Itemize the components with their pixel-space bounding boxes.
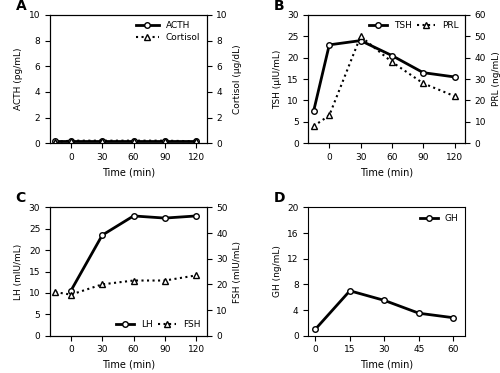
Y-axis label: Cortisol (μg/dL): Cortisol (μg/dL)	[234, 44, 242, 114]
Text: D: D	[274, 191, 285, 205]
Y-axis label: TSH (μIU/mL): TSH (μIU/mL)	[272, 49, 281, 109]
Text: A: A	[16, 0, 26, 13]
Legend: ACTH, Cortisol: ACTH, Cortisol	[134, 19, 202, 44]
Legend: TSH, PRL: TSH, PRL	[368, 19, 460, 32]
Legend: GH: GH	[418, 212, 461, 225]
Legend: LH, FSH: LH, FSH	[114, 319, 202, 331]
Y-axis label: GH (ng/mL): GH (ng/mL)	[272, 245, 281, 298]
X-axis label: Time (min): Time (min)	[102, 360, 155, 370]
Y-axis label: FSH (mIU/mL): FSH (mIU/mL)	[234, 241, 242, 303]
Text: C: C	[16, 191, 26, 205]
Y-axis label: PRL (ng/mL): PRL (ng/mL)	[492, 52, 500, 106]
Y-axis label: LH (mIU/mL): LH (mIU/mL)	[14, 244, 23, 300]
Y-axis label: ACTH (pg/mL): ACTH (pg/mL)	[14, 48, 23, 110]
X-axis label: Time (min): Time (min)	[102, 167, 155, 178]
X-axis label: Time (min): Time (min)	[360, 167, 414, 178]
Text: B: B	[274, 0, 284, 13]
X-axis label: Time (min): Time (min)	[360, 360, 414, 370]
